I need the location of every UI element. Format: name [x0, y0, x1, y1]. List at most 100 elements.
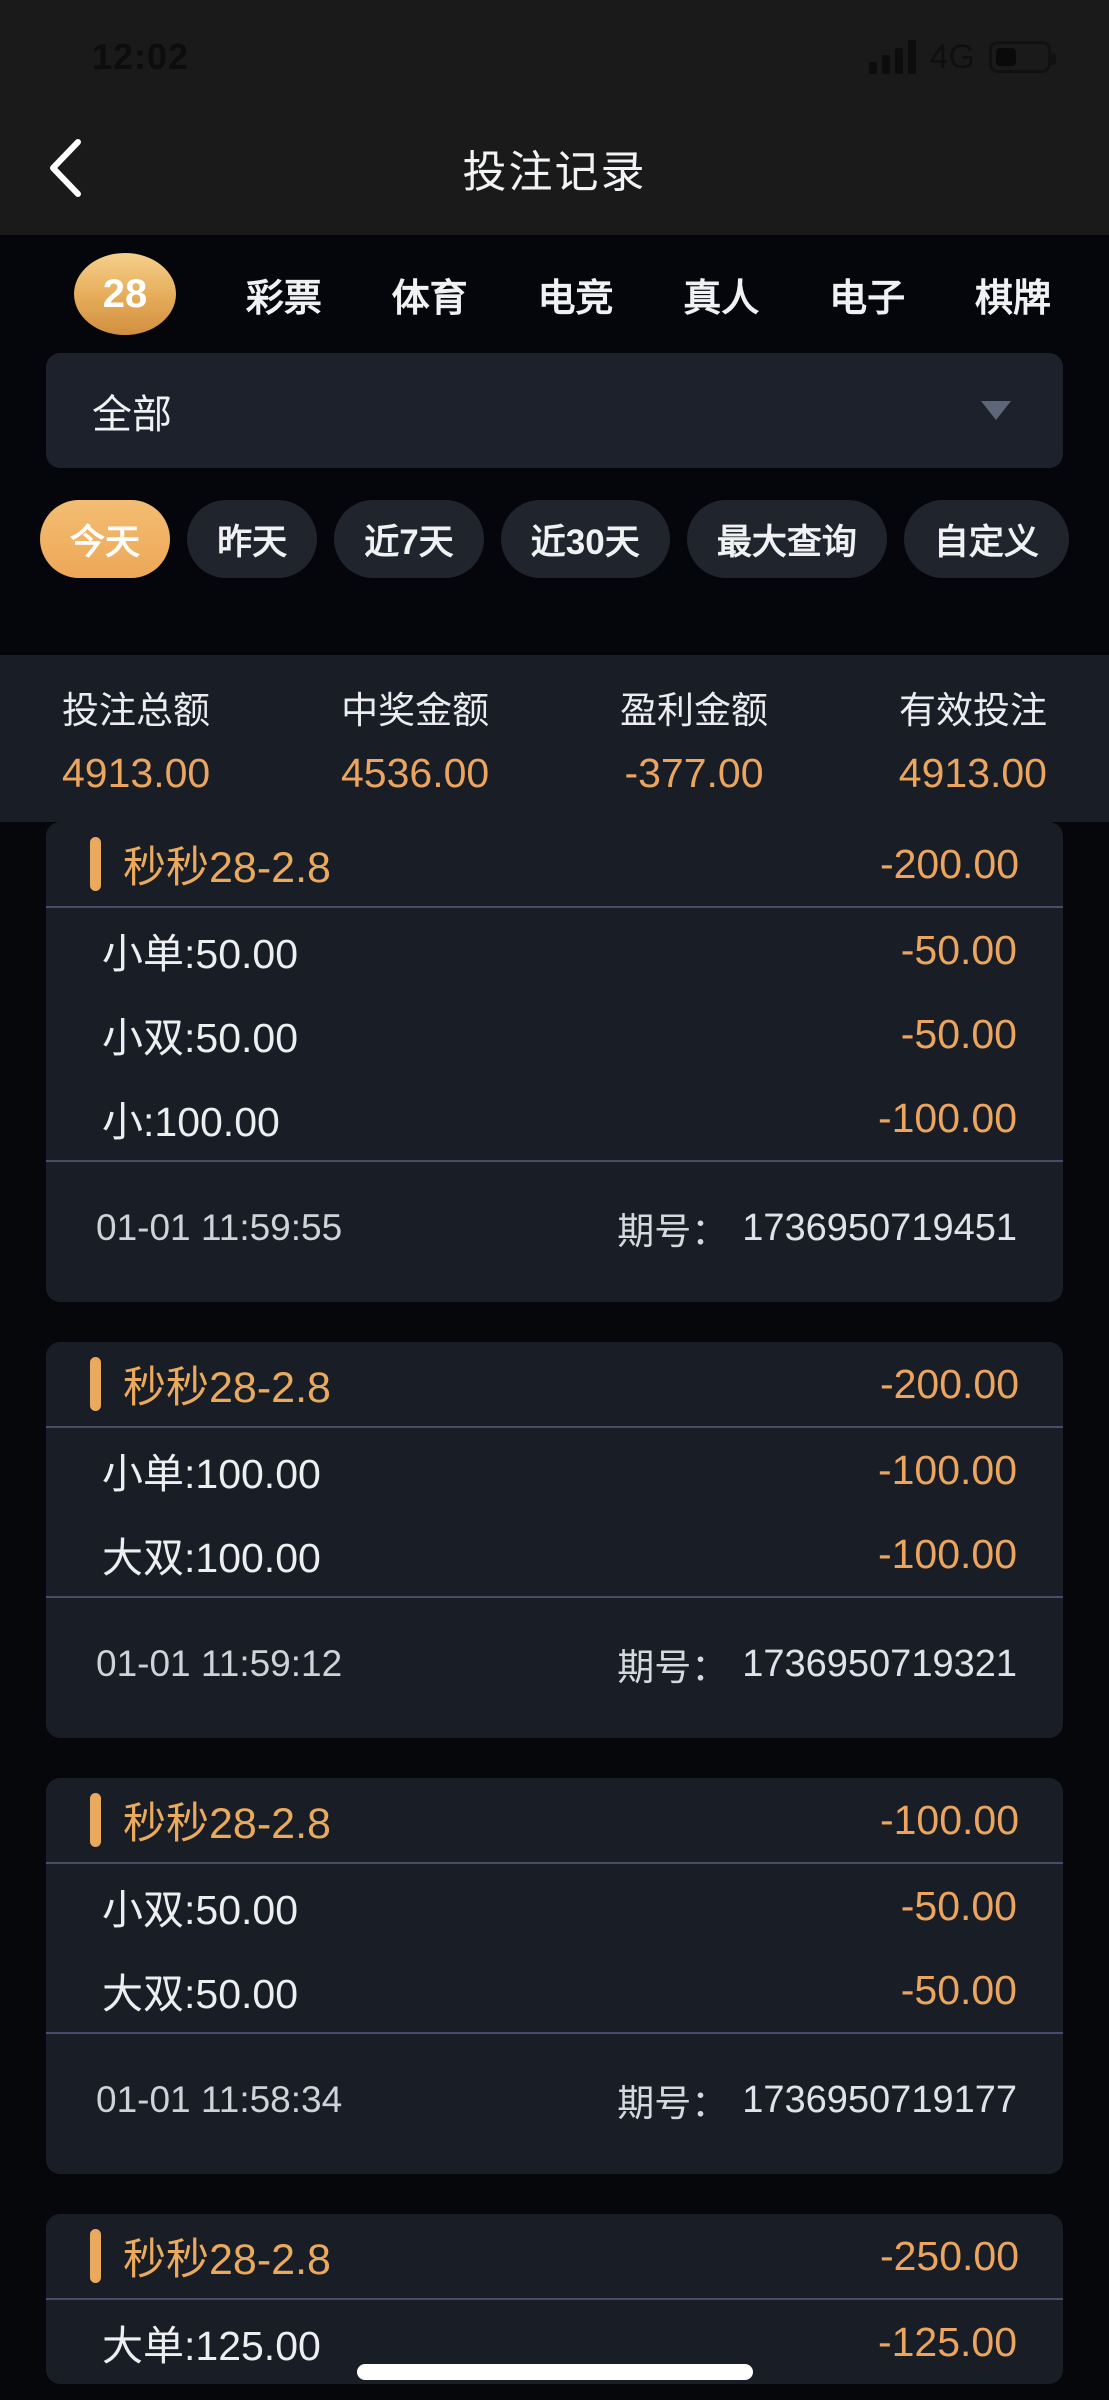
tab-lottery[interactable]: 彩票 [245, 277, 322, 320]
issue-value: 1736950719321 [742, 1642, 1017, 1685]
bet-name: 小单:100.00 [102, 1451, 321, 1497]
bet-row: 大双:50.00 -50.00 [46, 1948, 1063, 2032]
filters-section: 28 彩票 体育 电竞 真人 电子 棋牌 全部 今天 昨天 近7天 近30天 最… [0, 235, 1109, 655]
top-bar: 12:02 4G 投注记录 [0, 0, 1109, 235]
issue-label: 期号： [617, 1647, 729, 1688]
bet-name: 大双:100.00 [102, 1535, 321, 1581]
accent-bar [90, 2229, 101, 2283]
status-time: 12:02 [92, 36, 190, 77]
card-footer: 01-01 11:59:12 期号： 1736950719321 [46, 1598, 1063, 1738]
game-name: 秒秒28-2.8 [123, 1800, 331, 1848]
bet-result: -50.00 [900, 1882, 1017, 1929]
bet-name: 小:100.00 [102, 1099, 280, 1145]
card-footer: 01-01 11:59:55 期号： 1736950719451 [46, 1162, 1063, 1302]
bet-record-card: 秒秒28-2.8 -200.00 小单:50.00 -50.00 小双:50.0… [46, 822, 1063, 1302]
card-total-amount: -200.00 [879, 840, 1019, 887]
chevron-down-icon [981, 401, 1011, 420]
home-indicator[interactable] [356, 2364, 753, 2380]
battery-icon [989, 41, 1056, 73]
card-header: 秒秒28-2.8 -200.00 [46, 822, 1063, 906]
pill-last-30-days[interactable]: 近30天 [500, 500, 670, 578]
tab-28[interactable]: 28 [74, 253, 176, 335]
bet-name: 小双:50.00 [102, 1015, 298, 1061]
nav-bar: 投注记录 [0, 100, 1109, 235]
page-title: 投注记录 [462, 147, 647, 197]
summary-label: 投注总额 [62, 690, 210, 731]
card-header: 秒秒28-2.8 -100.00 [46, 1778, 1063, 1862]
summary-bar: 投注总额 4913.00 中奖金额 4536.00 盈利金额 -377.00 有… [0, 655, 1109, 822]
bet-name: 小单:50.00 [102, 931, 298, 977]
divider [46, 1596, 1063, 1598]
bet-row: 小双:50.00 -50.00 [46, 1864, 1063, 1948]
pill-yesterday[interactable]: 昨天 [187, 500, 318, 578]
divider [46, 906, 1063, 908]
bet-records-list: 秒秒28-2.8 -200.00 小单:50.00 -50.00 小双:50.0… [0, 822, 1109, 2384]
game-filter-dropdown[interactable]: 全部 [46, 353, 1063, 468]
bet-result: -125.00 [877, 2318, 1017, 2365]
game-name: 秒秒28-2.8 [123, 2236, 331, 2284]
bet-result: -100.00 [877, 1094, 1017, 1141]
tab-esports[interactable]: 电竞 [537, 277, 614, 320]
bet-row: 小单:50.00 -50.00 [46, 908, 1063, 992]
bet-record-card: 秒秒28-2.8 -250.00 大单:125.00 -125.00 [46, 2214, 1063, 2384]
divider [46, 1160, 1063, 1162]
summary-valid-bet: 有效投注 4913.00 [899, 680, 1047, 797]
tab-slots[interactable]: 电子 [829, 277, 906, 320]
tab-chess[interactable]: 棋牌 [974, 277, 1051, 320]
bet-result: -100.00 [877, 1446, 1017, 1493]
issue-label: 期号： [617, 2083, 729, 2124]
card-footer: 01-01 11:58:34 期号： 1736950719177 [46, 2034, 1063, 2174]
tab-sports[interactable]: 体育 [391, 277, 468, 320]
bet-row: 小单:100.00 -100.00 [46, 1428, 1063, 1512]
bet-row: 小:100.00 -100.00 [46, 1076, 1063, 1160]
pill-last-7-days[interactable]: 近7天 [334, 500, 484, 578]
bet-row: 大单:125.00 -125.00 [46, 2300, 1063, 2384]
bet-result: -50.00 [900, 1966, 1017, 2013]
summary-label: 盈利金额 [620, 690, 768, 731]
issue-label: 期号： [617, 1211, 729, 1252]
category-tabs: 28 彩票 体育 电竞 真人 电子 棋牌 [0, 235, 1109, 353]
bet-result: -50.00 [900, 1010, 1017, 1057]
bet-time: 01-01 11:59:55 [96, 1207, 343, 1248]
pill-max-query[interactable]: 最大查询 [686, 500, 887, 578]
bet-result: -50.00 [900, 926, 1017, 973]
divider [46, 2032, 1063, 2034]
bet-row: 大双:100.00 -100.00 [46, 1512, 1063, 1596]
bet-name: 小双:50.00 [102, 1887, 298, 1933]
bet-record-card: 秒秒28-2.8 -200.00 小单:100.00 -100.00 大双:10… [46, 1342, 1063, 1738]
divider [46, 1426, 1063, 1428]
summary-value: -377.00 [624, 750, 764, 796]
issue-number: 期号： 1736950719177 [617, 2073, 1017, 2127]
tab-live[interactable]: 真人 [683, 277, 760, 320]
summary-total-bet: 投注总额 4913.00 [62, 680, 210, 797]
signal-strength-icon [868, 40, 916, 74]
back-button[interactable] [30, 123, 100, 213]
bet-name: 大单:125.00 [102, 2323, 321, 2369]
bet-result: -100.00 [877, 1530, 1017, 1577]
issue-value: 1736950719451 [742, 1206, 1017, 1249]
summary-value: 4913.00 [62, 750, 211, 796]
game-name: 秒秒28-2.8 [123, 1364, 331, 1412]
card-total-amount: -250.00 [879, 2232, 1019, 2279]
bet-row: 小双:50.00 -50.00 [46, 992, 1063, 1076]
summary-value: 4913.00 [898, 750, 1047, 796]
chevron-left-icon [50, 138, 81, 197]
divider [46, 1862, 1063, 1864]
accent-bar [90, 1793, 101, 1847]
divider [46, 2298, 1063, 2300]
summary-profit: 盈利金额 -377.00 [620, 680, 768, 797]
game-name: 秒秒28-2.8 [123, 844, 331, 892]
card-total-amount: -200.00 [879, 1360, 1019, 1407]
pill-today[interactable]: 今天 [40, 500, 171, 578]
issue-value: 1736950719177 [742, 2078, 1017, 2121]
issue-number: 期号： 1736950719451 [617, 1201, 1017, 1255]
summary-win-amount: 中奖金额 4536.00 [341, 680, 489, 797]
issue-number: 期号： 1736950719321 [617, 1637, 1017, 1691]
pill-custom[interactable]: 自定义 [903, 500, 1069, 578]
summary-value: 4536.00 [341, 750, 490, 796]
network-type-label: 4G [929, 37, 975, 76]
bet-time: 01-01 11:58:34 [96, 2079, 343, 2120]
card-header: 秒秒28-2.8 -200.00 [46, 1342, 1063, 1426]
date-filter-pills: 今天 昨天 近7天 近30天 最大查询 自定义 [0, 500, 1109, 578]
bet-name: 大双:50.00 [102, 1971, 298, 2017]
